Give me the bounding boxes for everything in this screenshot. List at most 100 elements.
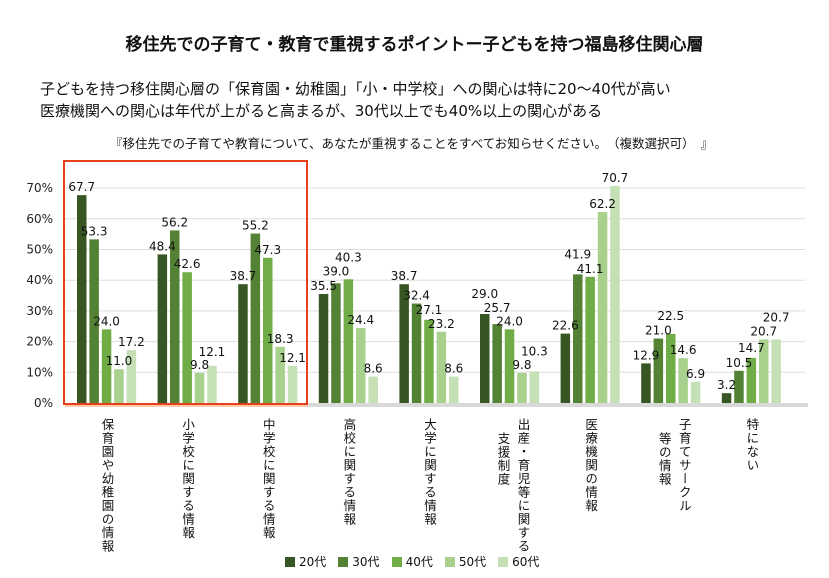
y-tick-label: 40% xyxy=(26,273,53,287)
bar-50代-4 xyxy=(436,331,447,403)
bar-50代-7 xyxy=(678,358,688,403)
legend-label: 60代 xyxy=(512,555,540,569)
y-tick-label: 70% xyxy=(26,181,53,195)
subtitle-line-1: 子どもを持つ移住関心層の「保育園・幼稚園」「小・中学校」への関心は特に20～40… xyxy=(40,80,671,98)
data-label: 6.9 xyxy=(686,367,705,381)
data-label: 29.0 xyxy=(471,287,498,301)
bar-60代-5 xyxy=(529,371,540,403)
bar-30代-0 xyxy=(89,239,99,403)
data-label: 24.0 xyxy=(496,314,523,328)
x-tick-label: 医療機関の情報 xyxy=(583,418,599,513)
bar-20代-8 xyxy=(721,393,732,403)
data-label: 38.7 xyxy=(230,269,257,283)
bar-60代-6 xyxy=(610,185,620,403)
bar-20代-5 xyxy=(480,313,490,403)
data-label: 10.5 xyxy=(726,356,753,370)
bar-40代-0 xyxy=(101,329,112,403)
x-tick-label: 特にない xyxy=(744,418,760,472)
legend-swatch xyxy=(285,557,295,567)
bar-50代-8 xyxy=(759,339,769,403)
legend-item: 60代 xyxy=(498,553,539,570)
data-label: 11.0 xyxy=(106,354,133,368)
page-title: 移住先での子育て・教育で重視するポイントー子どもを持つ福島移住関心層 xyxy=(125,35,704,55)
bar-20代-4 xyxy=(399,284,409,403)
data-label: 24.4 xyxy=(347,313,374,327)
bar-50代-6 xyxy=(597,212,608,403)
x-tick-label: 保育園や幼稚園の情報 xyxy=(99,418,115,553)
bar-50代-5 xyxy=(517,372,527,403)
data-label: 9.8 xyxy=(512,358,531,372)
bar-60代-8 xyxy=(771,339,781,403)
data-label: 3.2 xyxy=(717,378,736,392)
y-tick-label: 60% xyxy=(26,212,53,226)
legend-item: 40代 xyxy=(391,553,433,570)
bar-50代-3 xyxy=(356,328,366,403)
bar-30代-3 xyxy=(331,283,341,403)
bar-20代-3 xyxy=(318,294,329,403)
y-tick-label: 10% xyxy=(26,365,53,379)
x-axis-line xyxy=(308,403,808,407)
bar-60代-4 xyxy=(449,376,459,403)
data-label: 62.2 xyxy=(589,197,616,211)
x-tick-label: 支援制度 xyxy=(495,432,511,486)
data-label: 8.6 xyxy=(444,362,463,376)
data-label: 41.9 xyxy=(564,247,591,261)
y-tick-label: 30% xyxy=(26,304,53,318)
data-label: 18.3 xyxy=(267,332,294,346)
legend-item: 30代 xyxy=(338,553,380,570)
data-label: 41.1 xyxy=(577,262,604,276)
data-label: 17.2 xyxy=(118,335,145,349)
data-label: 47.3 xyxy=(254,243,281,257)
bar-20代-1 xyxy=(157,254,168,403)
data-label: 53.3 xyxy=(81,224,108,238)
x-tick-label: 出産・育児等に関する xyxy=(515,418,531,553)
data-label: 22.6 xyxy=(552,319,579,333)
bar-30代-4 xyxy=(411,303,422,403)
legend-label: 30代 xyxy=(352,555,380,569)
bar-60代-0 xyxy=(126,350,137,403)
data-label: 20.7 xyxy=(750,324,777,338)
survey-question: 『移住先での子育てや教育について、あなたが重視することをすべてお知らせください。… xyxy=(110,136,714,151)
legend-label: 20代 xyxy=(299,555,327,569)
bar-30代-8 xyxy=(734,370,744,403)
x-tick-label: 高校に関する情報 xyxy=(341,418,357,526)
subtitle-line-2: 医療機関への関心は年代が上がると高まるが、30代以上でも40%以上の関心がある xyxy=(40,102,603,120)
data-label: 12.9 xyxy=(633,348,660,362)
bar-60代-1 xyxy=(207,365,217,403)
bar-50代-1 xyxy=(194,372,205,403)
data-label: 9.8 xyxy=(190,358,209,372)
bar-30代-5 xyxy=(492,324,502,403)
bar-20代-0 xyxy=(77,195,87,403)
x-tick-label: 小学校に関する情報 xyxy=(180,418,196,540)
bar-40代-3 xyxy=(343,279,354,403)
bar-40代-5 xyxy=(504,329,515,403)
bar-50代-2 xyxy=(275,346,285,403)
data-label: 8.6 xyxy=(364,362,383,376)
legend-label: 40代 xyxy=(405,555,433,569)
data-label: 56.2 xyxy=(161,215,188,229)
bar-60代-3 xyxy=(368,376,378,403)
data-label: 14.6 xyxy=(670,343,697,357)
data-label: 21.0 xyxy=(645,324,672,338)
bar-30代-1 xyxy=(170,230,180,403)
bar-30代-2 xyxy=(250,233,261,403)
bar-30代-6 xyxy=(573,274,583,403)
data-label: 10.3 xyxy=(521,344,548,358)
data-label: 32.4 xyxy=(403,289,430,303)
data-label: 12.1 xyxy=(279,351,306,365)
bar-50代-0 xyxy=(114,369,124,403)
legend-swatch xyxy=(391,557,402,567)
y-tick-label: 20% xyxy=(26,335,53,349)
data-label: 67.7 xyxy=(68,180,95,194)
bar-30代-7 xyxy=(653,338,664,403)
bar-20代-6 xyxy=(560,333,571,403)
data-label: 55.2 xyxy=(242,219,269,233)
data-label: 27.1 xyxy=(416,303,443,317)
bar-40代-1 xyxy=(182,272,192,403)
legend: 20代 30代 40代 50代 60代 xyxy=(285,553,539,570)
x-tick-label: 子育てサークル xyxy=(676,418,692,513)
data-label: 23.2 xyxy=(428,317,455,331)
legend-swatch xyxy=(498,557,509,567)
data-label: 48.4 xyxy=(149,239,176,253)
